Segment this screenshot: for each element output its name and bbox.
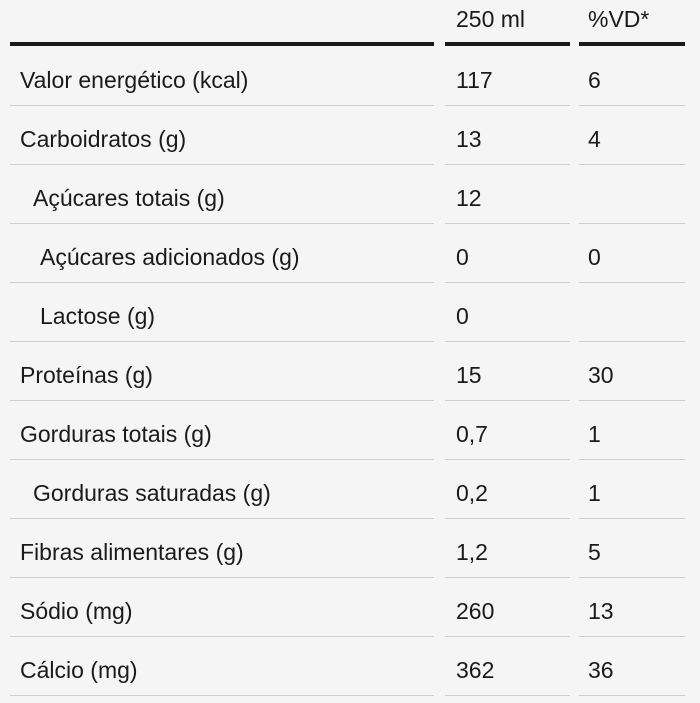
row-divider xyxy=(579,636,685,637)
table-row: Fibras alimentares (g) 1,2 5 xyxy=(0,519,700,578)
nutrient-name: Lactose (g) xyxy=(40,303,156,329)
row-divider xyxy=(10,459,434,460)
serving-size-header: 250 ml xyxy=(456,6,526,32)
serving-value: 117 xyxy=(456,67,493,93)
row-divider xyxy=(10,518,434,519)
serving-value: 1,2 xyxy=(456,539,488,565)
daily-value-percent: 0 xyxy=(588,244,601,270)
nutrient-name: Gorduras saturadas (g) xyxy=(33,480,271,506)
row-divider xyxy=(579,459,685,460)
daily-value-percent: 5 xyxy=(588,539,601,565)
table-row: Sódio (mg) 260 13 xyxy=(0,578,700,637)
nutrient-name: Carboidratos (g) xyxy=(20,126,187,152)
nutrient-name: Cálcio (mg) xyxy=(20,657,138,683)
daily-value-header: %VD* xyxy=(588,6,650,32)
row-divider xyxy=(445,636,570,637)
row-divider xyxy=(445,282,570,283)
row-divider xyxy=(579,400,685,401)
row-divider xyxy=(10,105,434,106)
row-divider xyxy=(445,105,570,106)
table-row: Cálcio (mg) 362 36 xyxy=(0,637,700,696)
row-divider xyxy=(445,695,570,696)
table-row: Lactose (g) 0 xyxy=(0,283,700,342)
row-divider xyxy=(10,577,434,578)
row-divider xyxy=(445,223,570,224)
serving-value: 12 xyxy=(456,185,482,211)
row-divider xyxy=(579,518,685,519)
row-divider xyxy=(445,459,570,460)
serving-value: 13 xyxy=(456,126,482,152)
nutrient-name: Açúcares adicionados (g) xyxy=(40,244,300,270)
daily-value-percent: 4 xyxy=(588,126,601,152)
row-divider xyxy=(579,577,685,578)
table-body: Valor energético (kcal) 117 6 Carboidratos … xyxy=(0,47,700,696)
daily-value-percent: 30 xyxy=(588,362,614,388)
row-divider xyxy=(579,223,685,224)
daily-value-percent: 6 xyxy=(588,67,601,93)
nutrient-name: Açúcares totais (g) xyxy=(33,185,225,211)
row-divider xyxy=(10,282,434,283)
row-divider xyxy=(579,341,685,342)
nutrient-name: Fibras alimentares (g) xyxy=(20,539,244,565)
row-divider xyxy=(445,518,570,519)
serving-value: 0,7 xyxy=(456,421,488,447)
table-row: Proteínas (g) 15 30 xyxy=(0,342,700,401)
serving-value: 362 xyxy=(456,657,495,683)
table-row: Açúcares adicionados (g) 0 0 xyxy=(0,224,700,283)
row-divider xyxy=(10,400,434,401)
daily-value-percent: 13 xyxy=(588,598,614,624)
table-row: Carboidratos (g) 13 4 xyxy=(0,106,700,165)
nutrient-name: Sódio (mg) xyxy=(20,598,133,624)
row-divider xyxy=(445,164,570,165)
row-divider xyxy=(10,695,434,696)
row-divider xyxy=(579,282,685,283)
nutrient-name: Valor energético (kcal) xyxy=(20,67,249,93)
row-divider xyxy=(10,223,434,224)
row-divider xyxy=(445,341,570,342)
header-rule xyxy=(445,42,570,46)
row-divider xyxy=(445,577,570,578)
serving-value: 15 xyxy=(456,362,482,388)
table-row: Valor energético (kcal) 117 6 xyxy=(0,47,700,106)
serving-value: 0 xyxy=(456,303,469,329)
table-row: Gorduras saturadas (g) 0,2 1 xyxy=(0,460,700,519)
table-header: 250 ml %VD* xyxy=(0,0,700,47)
serving-value: 0 xyxy=(456,244,469,270)
daily-value-percent: 36 xyxy=(588,657,614,683)
row-divider xyxy=(10,164,434,165)
header-rule xyxy=(579,42,685,46)
row-divider xyxy=(10,341,434,342)
nutrient-name: Gorduras totais (g) xyxy=(20,421,212,447)
serving-value: 260 xyxy=(456,598,495,624)
nutrient-name: Proteínas (g) xyxy=(20,362,153,388)
daily-value-percent: 1 xyxy=(588,480,601,506)
row-divider xyxy=(579,105,685,106)
serving-value: 0,2 xyxy=(456,480,488,506)
header-rule xyxy=(10,42,434,46)
row-divider xyxy=(579,164,685,165)
row-divider xyxy=(445,400,570,401)
row-divider xyxy=(10,636,434,637)
daily-value-percent: 1 xyxy=(588,421,601,447)
table-row: Gorduras totais (g) 0,7 1 xyxy=(0,401,700,460)
table-row: Açúcares totais (g) 12 xyxy=(0,165,700,224)
row-divider xyxy=(579,695,685,696)
